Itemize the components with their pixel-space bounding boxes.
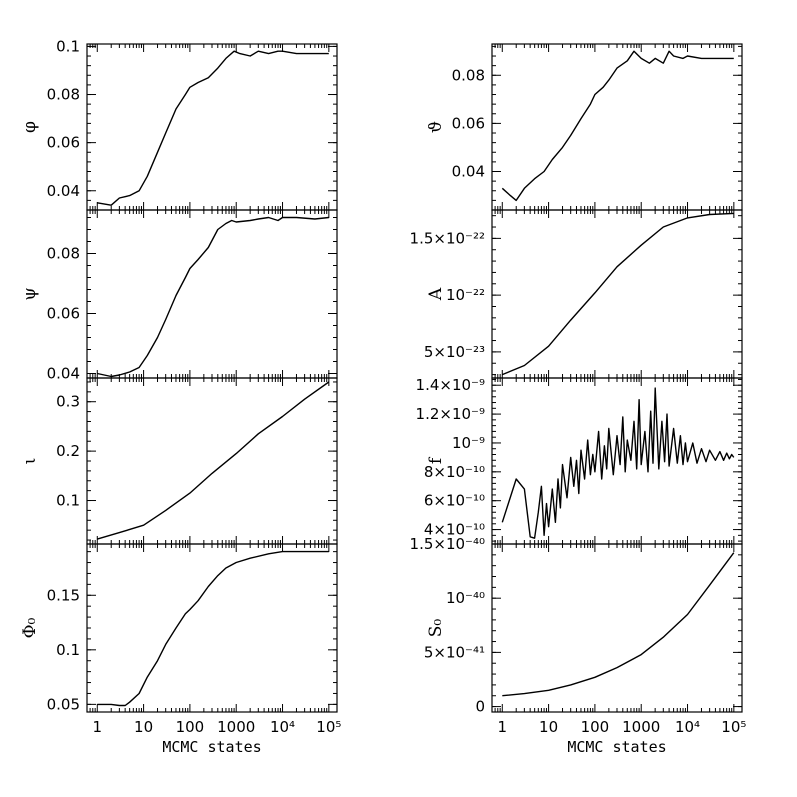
y-tick-label: 0.05 [47,695,80,713]
y-tick-label: 0.06 [47,134,80,152]
y-tick-label: 0.08 [47,245,80,263]
y-tick-label: 8×10⁻¹⁰ [424,463,485,481]
y-tick-label: 5×10⁻⁴¹ [424,643,485,661]
y-tick-label: 0.08 [47,86,80,104]
x-tick-label: 10 [134,718,153,736]
series-line [502,552,735,697]
series-line [97,381,330,540]
plot-frame [491,377,743,545]
y-tick-label: 0.06 [47,305,80,323]
plot-frame [491,209,743,379]
plot-frame [491,543,743,713]
x-axis-label: MCMC states [567,738,666,756]
y-tick-label: 0 [475,698,485,716]
y-tick-label: 1.5×10⁻²² [410,229,485,247]
y-tick-label: 0.2 [56,442,80,460]
x-tick-label: 1 [498,718,508,736]
series-line [501,50,734,202]
panel-left-2: 0.04 0.06 0.08 ψ [20,209,338,383]
y-tick-label: 0.08 [452,66,485,84]
y-axis-label: φ [20,121,40,133]
y-axis-label: A [426,287,446,301]
x-tick-label: 1 [93,718,103,736]
y-tick-label: 1.4×10⁻⁹ [416,376,485,394]
y-axis-label: f [426,456,446,464]
panel-right-1: 0.04 0.06 0.08 ϑ [426,43,743,211]
x-tick-label: 100 [581,718,610,736]
y-axis-label: Φ₀ [20,617,40,638]
y-tick-label: 10⁻²² [446,286,485,304]
panel-right-3: 4×10⁻¹⁰ 6×10⁻¹⁰ 8×10⁻¹⁰ 10⁻⁹ 1.2×10⁻⁹ 1.4×10⁻… [416,376,743,545]
y-tick-label: 10⁻⁹ [452,434,485,452]
y-tick-label: 4×10⁻¹⁰ [424,521,485,539]
x-tick-label: 10⁵ [316,718,341,736]
series-line [502,212,734,376]
x-tick-label: 10⁵ [721,718,746,736]
y-tick-label: 6×10⁻¹⁰ [424,492,485,510]
panel-right-2: 5×10⁻²³ 10⁻²² 1.5×10⁻²² A [410,209,743,379]
x-tick-label: 10⁴ [270,718,295,736]
plot-frame [86,543,338,713]
x-tick-label: 10 [539,718,558,736]
y-axis-label: S₀ [426,619,446,638]
x-axis-label: MCMC states [162,738,261,756]
y-tick-label: 1.2×10⁻⁹ [416,405,485,423]
y-tick-label: 0.1 [56,492,80,510]
y-tick-label: 5×10⁻²³ [424,343,485,361]
y-tick-label: 0.04 [47,182,80,200]
series-line [97,50,329,206]
y-tick-label: 1.5×10⁻⁴⁰ [410,535,485,553]
panel-right-4: 0 5×10⁻⁴¹ 10⁻⁴⁰ 1.5×10⁻⁴⁰ S₀ 1 10 100 1000 10⁴ 10⁵… [410,535,747,756]
y-tick-label: 0.04 [47,365,80,383]
y-axis-label: ι [20,458,40,465]
y-axis-label: ϑ [426,121,446,133]
y-tick-label: 0.06 [452,114,485,132]
plot-frame [86,43,338,211]
series-line [501,387,735,539]
x-tick-label: 100 [176,718,205,736]
y-tick-label: 0.15 [47,586,80,604]
y-tick-label: 0.04 [452,163,485,181]
y-tick-label: 10⁻⁴⁰ [446,589,485,607]
y-tick-label: 0.1 [56,641,80,659]
x-tick-label: 10⁴ [675,718,700,736]
panel-left-3: 0.1 0.2 0.3 ι [20,377,338,545]
series-line [97,216,329,378]
x-tick-label: 1000 [622,718,660,736]
plot-frame [86,209,338,379]
x-tick-label: 1000 [217,718,255,736]
y-tick-label: 0.1 [56,37,80,55]
y-tick-label: 0.3 [56,393,80,411]
panel-left-1: 0.04 0.06 0.08 0.1 φ [20,37,338,211]
y-axis-label: ψ [20,287,40,300]
series-line [97,550,329,707]
panel-left-4: 0.05 0.1 0.15 Φ₀ 1 10 100 1000 10⁴ 10⁵ MCMC states [20,543,341,756]
